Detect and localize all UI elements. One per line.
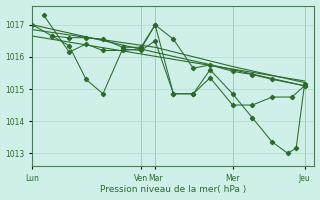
X-axis label: Pression niveau de la mer( hPa ): Pression niveau de la mer( hPa ) [100, 185, 247, 194]
